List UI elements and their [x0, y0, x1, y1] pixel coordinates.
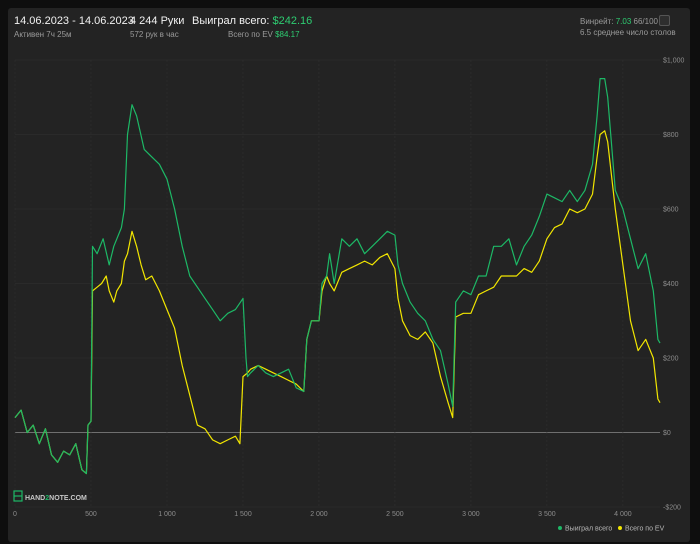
hands-count: 4 244 Руки [130, 15, 185, 27]
total-won-label: Выиграл всего: [192, 15, 270, 27]
stats-panel [8, 8, 690, 542]
series-line-ev [14, 130, 661, 475]
winrate-value: 7.03 [615, 17, 632, 26]
x-tick-label: 2 000 [310, 511, 328, 518]
x-tick-label: 1 000 [158, 511, 176, 518]
y-tick-label: $600 [663, 207, 679, 214]
total-ev-value: $84.17 [275, 30, 300, 39]
y-tick-label: $0 [663, 430, 671, 437]
settings-button[interactable] [659, 15, 670, 26]
active-time: Активен 7ч 25м [14, 30, 72, 39]
y-tick-label: -$200 [663, 505, 681, 512]
total-won-value: $242.16 [272, 15, 313, 27]
total-won: Выиграл всего: $242.16 [192, 15, 312, 27]
legend-marker-won [558, 526, 562, 530]
winrate-hands: 66/100 [633, 17, 658, 26]
x-tick-label: 1 500 [234, 511, 252, 518]
x-tick-label: 2 500 [386, 511, 404, 518]
y-tick-label: $400 [663, 281, 679, 288]
winrate: Винрейт: 7.03 66/100 [580, 17, 658, 26]
x-tick-label: 0 [13, 511, 17, 518]
logo-text: HAND2NOTE.COM [25, 495, 87, 502]
hand2note-logo: HAND2NOTE.COM [13, 490, 87, 502]
x-tick-label: 4 000 [614, 511, 632, 518]
y-tick-label: $200 [663, 356, 679, 363]
x-tick-label: 3 000 [462, 511, 480, 518]
total-ev: Всего по EV $84.17 [228, 30, 300, 39]
legend: Выиграл всего Всего по EV [558, 526, 665, 533]
total-ev-label: Всего по EV [228, 30, 273, 39]
series-lines [14, 78, 661, 475]
hands-per-hour: 572 рук в час [130, 30, 179, 39]
avg-tables: 6.5 среднее число столов [580, 28, 676, 37]
winrate-label: Винрейт: [580, 17, 614, 26]
legend-marker-ev [618, 526, 622, 530]
series-line-won [14, 78, 661, 475]
legend-label-won: Выиграл всего [565, 526, 612, 533]
axes: -$200 $0 $200 $400 $600 $800 $1,000 0 500 1 000 1 … [13, 58, 684, 519]
date-range: 14.06.2023 - 14.06.2023 [14, 15, 134, 27]
y-tick-label: $800 [663, 132, 679, 139]
x-tick-label: 3 500 [538, 511, 556, 518]
legend-label-ev: Всего по EV [625, 526, 665, 533]
x-tick-label: 500 [85, 511, 97, 518]
y-tick-label: $1,000 [663, 58, 685, 65]
